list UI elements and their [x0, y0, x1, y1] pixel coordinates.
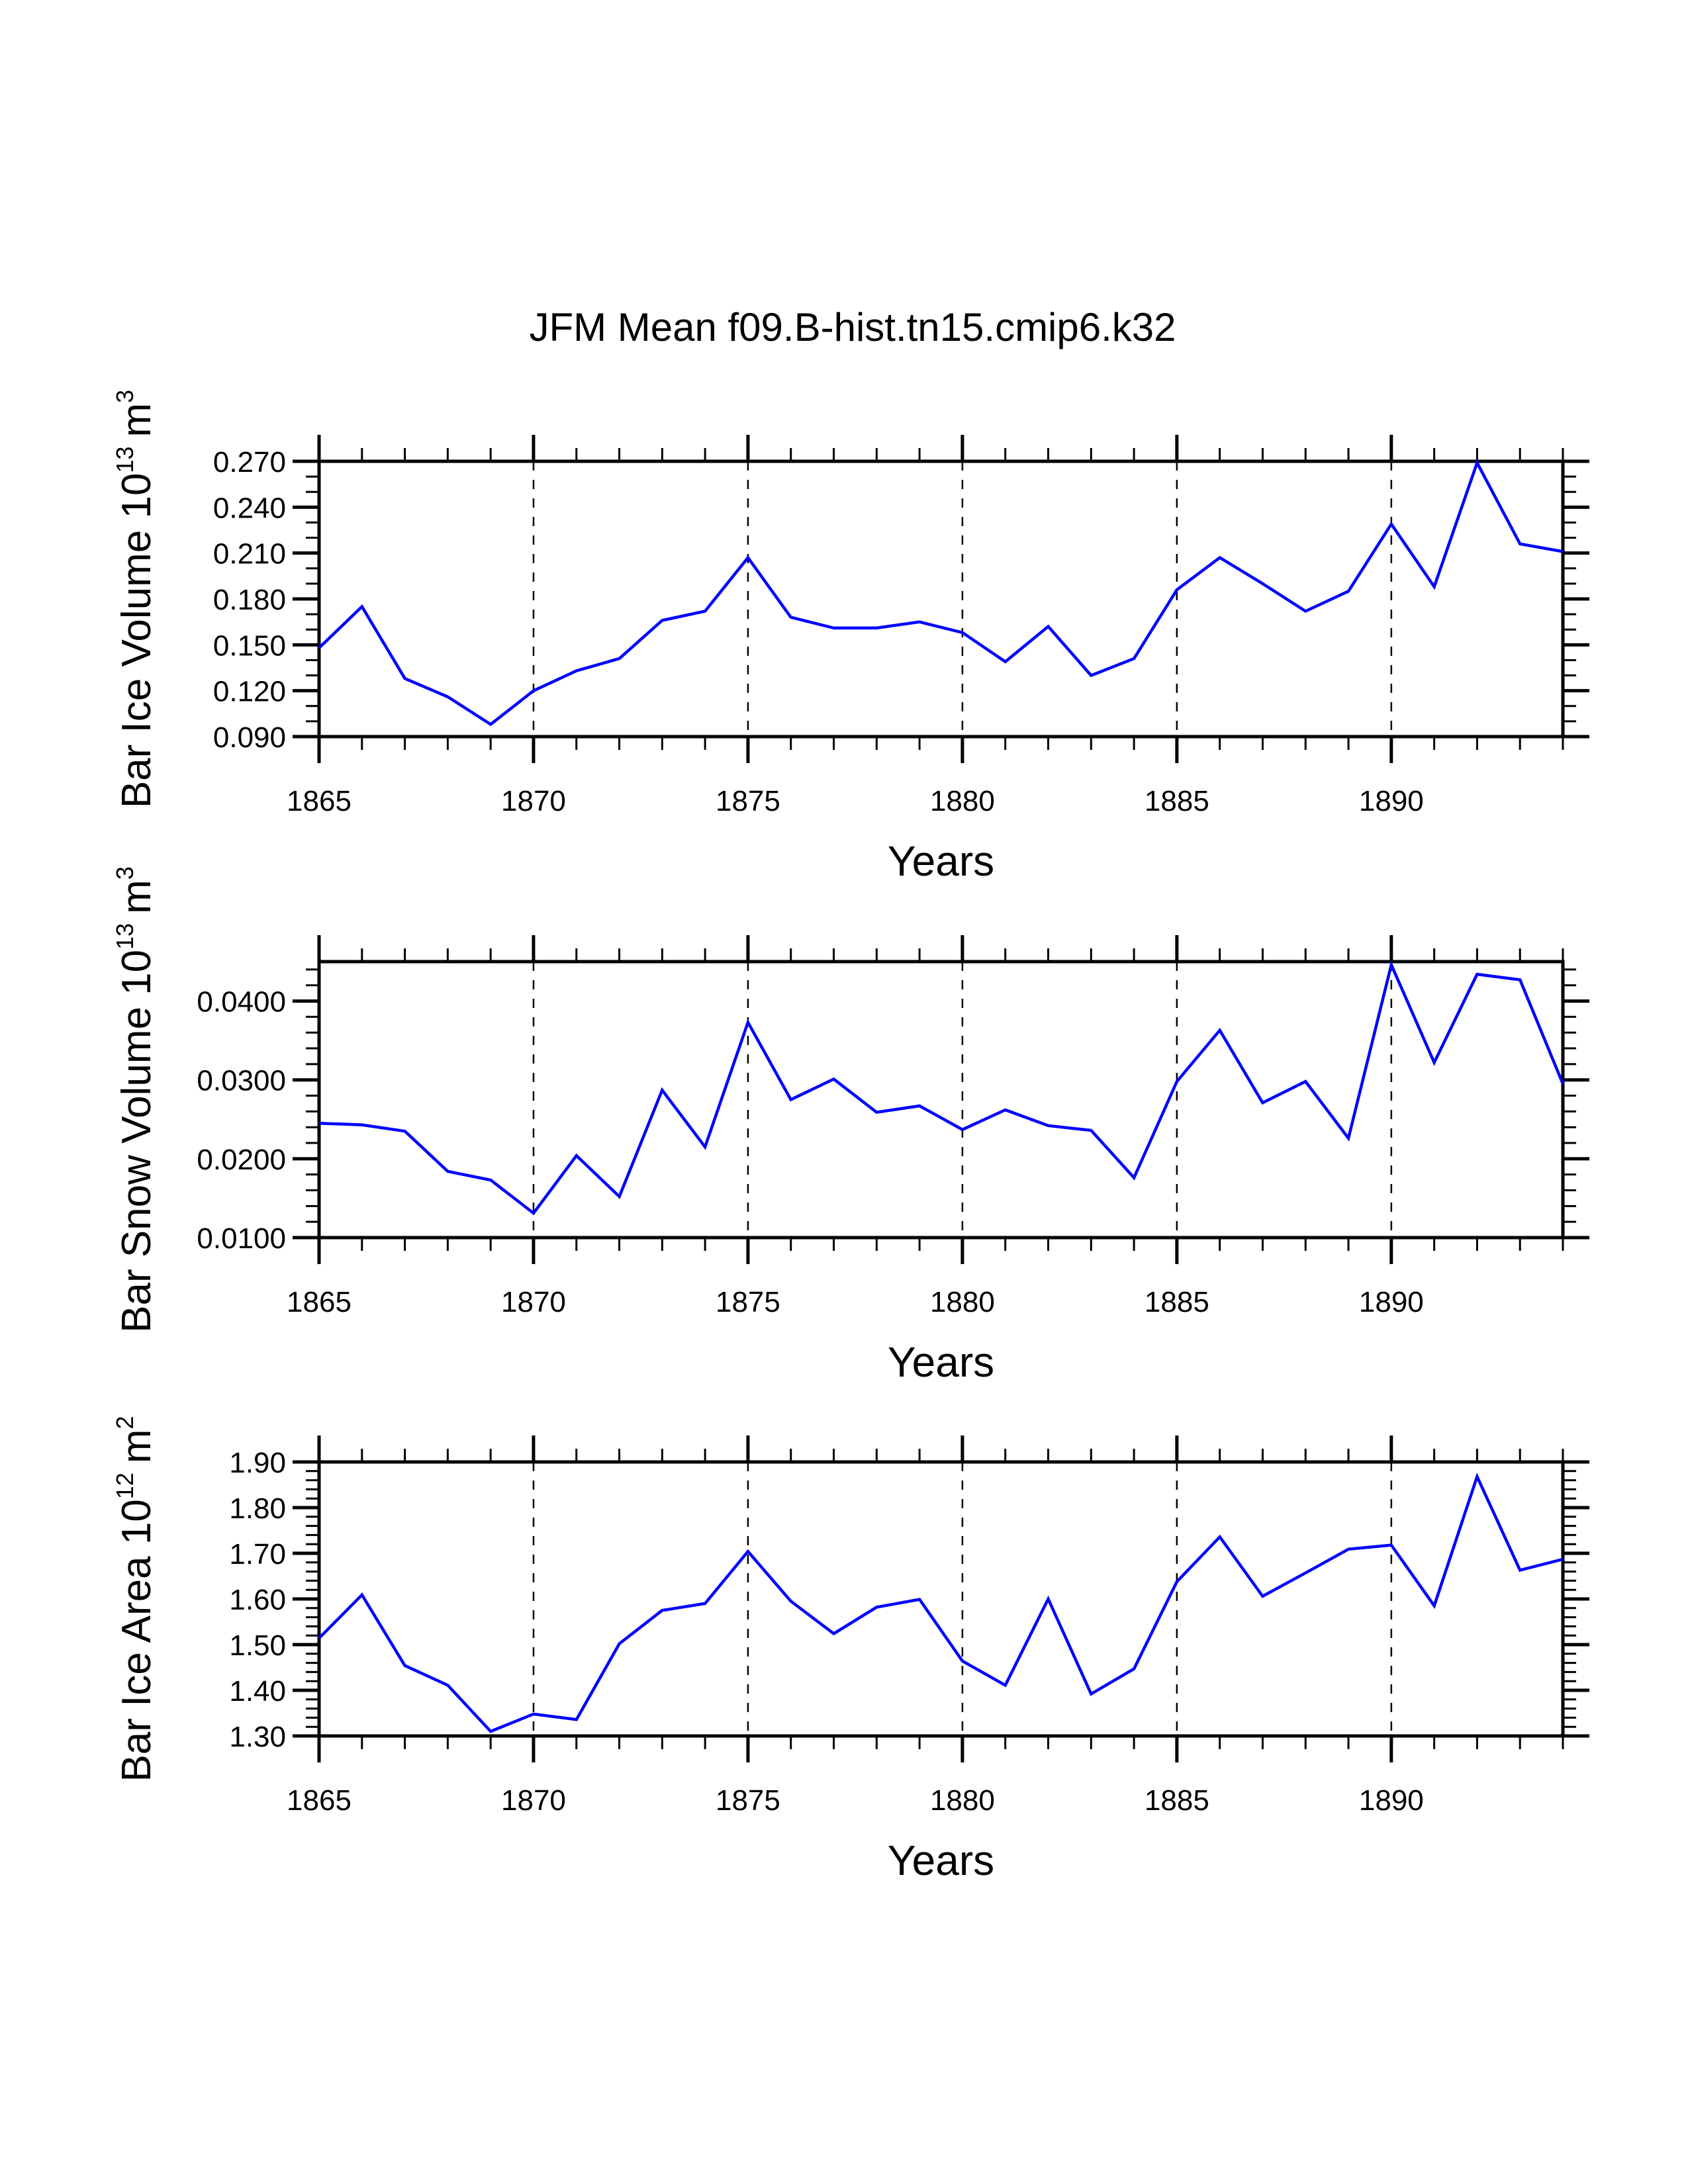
- x-tick-label: 1875: [716, 1286, 780, 1318]
- panel-ice-volume: 0.090 0.120 0.150 0.180 0.210 0.240 0.270 1865 1…: [111, 390, 1589, 885]
- x-tick-label: 1885: [1145, 1286, 1209, 1318]
- y-tick-label: 1.80: [229, 1492, 286, 1525]
- x-tick-label: 1890: [1359, 1286, 1424, 1318]
- x-tick-label: 1880: [930, 1784, 995, 1817]
- y-tick-label: 0.090: [213, 721, 286, 754]
- x-axis-title: Years: [888, 1338, 994, 1386]
- x-tick-label: 1865: [287, 1286, 352, 1318]
- y-axis-title-unit-exponent: 3: [111, 866, 138, 880]
- y-tick-label: 0.0300: [197, 1065, 286, 1097]
- plot-frame: [317, 960, 1565, 1240]
- x-axis-title: Years: [888, 1837, 994, 1884]
- y-tick-label: 0.150: [213, 629, 286, 662]
- y-tick-label: 0.270: [213, 446, 286, 478]
- y-axis-title-text: Bar Ice Area 10: [114, 1499, 160, 1782]
- y-tick-label: 1.60: [229, 1584, 286, 1616]
- series-line-ice-area: [318, 1472, 1564, 1733]
- x-axis-title: Years: [888, 837, 994, 885]
- y-axis-title-text: Bar Snow Volume 10: [114, 950, 160, 1333]
- chart-title: JFM Mean f09.B-hist.tn15.cmip6.k32: [529, 305, 1176, 349]
- x-tick-label: 1870: [501, 1286, 566, 1318]
- x-tick-label: 1865: [287, 785, 352, 817]
- y-tick-label: 0.240: [213, 492, 286, 524]
- x-tick-label: 1865: [287, 1784, 352, 1817]
- y-axis-title-unit-exponent: 2: [111, 1416, 138, 1429]
- y-tick-label: 1.90: [229, 1447, 286, 1479]
- y-axis-title-exponent: 13: [111, 447, 138, 473]
- y-tick-label: 1.30: [229, 1721, 286, 1753]
- y-tick-label: 1.40: [229, 1675, 286, 1707]
- panel-ice-area: 1.30 1.40 1.50 1.60 1.70 1.80 1.90 1865 1870 1875…: [111, 1416, 1589, 1884]
- y-tick-label: 0.210: [213, 538, 286, 570]
- y-axis-title-unit-exponent: 3: [111, 390, 138, 403]
- plot-frame: [317, 1460, 1565, 1738]
- y-axis-title-text: Bar Ice Volume 10: [114, 473, 160, 809]
- y-axis-title: Bar Snow Volume 1013 m3: [111, 866, 160, 1333]
- y-tick-label: 0.120: [213, 676, 286, 708]
- panel-snow-volume: 0.0100 0.0200 0.0300 0.0400 1865 1870 1875 1880…: [111, 866, 1589, 1386]
- plot-frame: [317, 459, 1565, 739]
- y-tick-label: 0.0100: [197, 1222, 286, 1255]
- y-axis-title: Bar Ice Area 1012 m2: [111, 1416, 160, 1782]
- series-line-ice-volume: [318, 459, 1564, 727]
- y-axis-title-exponent: 13: [111, 923, 138, 950]
- series-line-snow-volume: [318, 960, 1565, 1216]
- x-tick-label: 1875: [716, 1784, 780, 1817]
- y-axis-title: Bar Ice Volume 1013 m3: [111, 390, 160, 808]
- x-tick-label: 1885: [1145, 1784, 1209, 1817]
- y-tick-label: 1.70: [229, 1538, 286, 1570]
- x-tick-label: 1885: [1145, 785, 1209, 817]
- x-tick-label: 1890: [1359, 1784, 1424, 1817]
- y-tick-label: 0.0400: [197, 986, 286, 1019]
- y-axis-title-unit: m: [114, 1429, 160, 1463]
- x-tick-label: 1875: [716, 785, 780, 817]
- y-axis-title-unit: m: [114, 880, 160, 914]
- y-tick-label: 1.50: [229, 1629, 286, 1662]
- x-tick-label: 1880: [930, 1286, 995, 1318]
- x-tick-label: 1890: [1359, 785, 1424, 817]
- y-axis-title-unit: m: [114, 403, 160, 437]
- x-tick-label: 1870: [501, 1784, 566, 1817]
- x-tick-label: 1870: [501, 785, 566, 817]
- y-tick-label: 0.0200: [197, 1144, 286, 1176]
- y-axis-title-exponent: 12: [111, 1473, 138, 1499]
- y-tick-label: 0.180: [213, 584, 286, 616]
- x-tick-label: 1880: [930, 785, 995, 817]
